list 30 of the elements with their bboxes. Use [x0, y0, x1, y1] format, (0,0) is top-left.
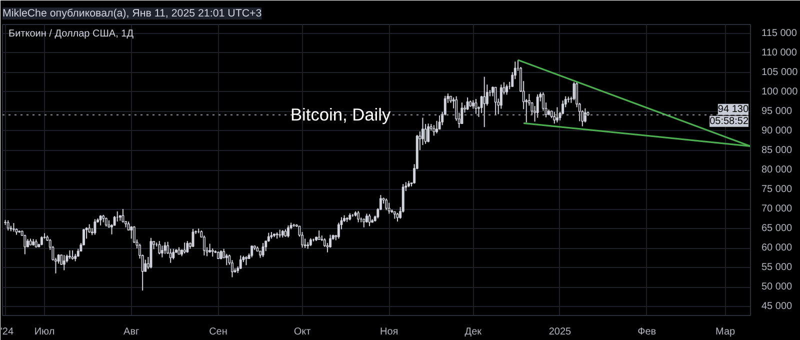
y-tick-label: 75 000 [762, 184, 793, 196]
y-tick-label: 95 000 [762, 106, 793, 117]
y-tick-label: 100 000 [762, 86, 798, 98]
x-tick-label: Июл [34, 326, 55, 338]
y-tick-label: 85 000 [762, 144, 793, 156]
chart-subtitle: MikleChe опубликовал(а), Янв 11, 2025 21:01 UTC+3 [2, 8, 262, 20]
y-tick-label: 55 000 [762, 262, 793, 274]
y-tick-label: 115 000 [762, 28, 798, 39]
y-tick-label: 65 000 [762, 223, 793, 234]
x-tick-label: 2025 [548, 326, 572, 338]
y-tick-label: 105 000 [762, 66, 798, 78]
annotation: Bitcoin, Daily [290, 104, 391, 124]
x-tick-label: Дек [464, 326, 482, 338]
x-tick-label: Окт [294, 326, 312, 338]
y-tick-label: 110 000 [762, 47, 798, 58]
ref-line-label: 94 130 [718, 104, 749, 115]
x-tick-label: Мар [716, 326, 736, 338]
y-tick-label: 45 000 [762, 301, 793, 312]
x-tick-label: Фев [638, 326, 656, 338]
x-tick-label: '24 [0, 326, 14, 338]
y-tick-label: 50 000 [762, 282, 793, 293]
chart-title: Биткоин / Доллар США, 1Д [8, 28, 134, 40]
annotation: 05:58:52 [710, 116, 749, 127]
y-tick-label: 70 000 [762, 204, 793, 215]
y-tick-label: 90 000 [762, 125, 793, 136]
y-tick-label: 60 000 [762, 242, 793, 254]
x-tick-label: Ноя [380, 326, 398, 338]
y-tick-label: 80 000 [762, 164, 793, 176]
x-tick-label: Авг [124, 326, 140, 338]
x-tick-label: Сен [209, 326, 228, 338]
